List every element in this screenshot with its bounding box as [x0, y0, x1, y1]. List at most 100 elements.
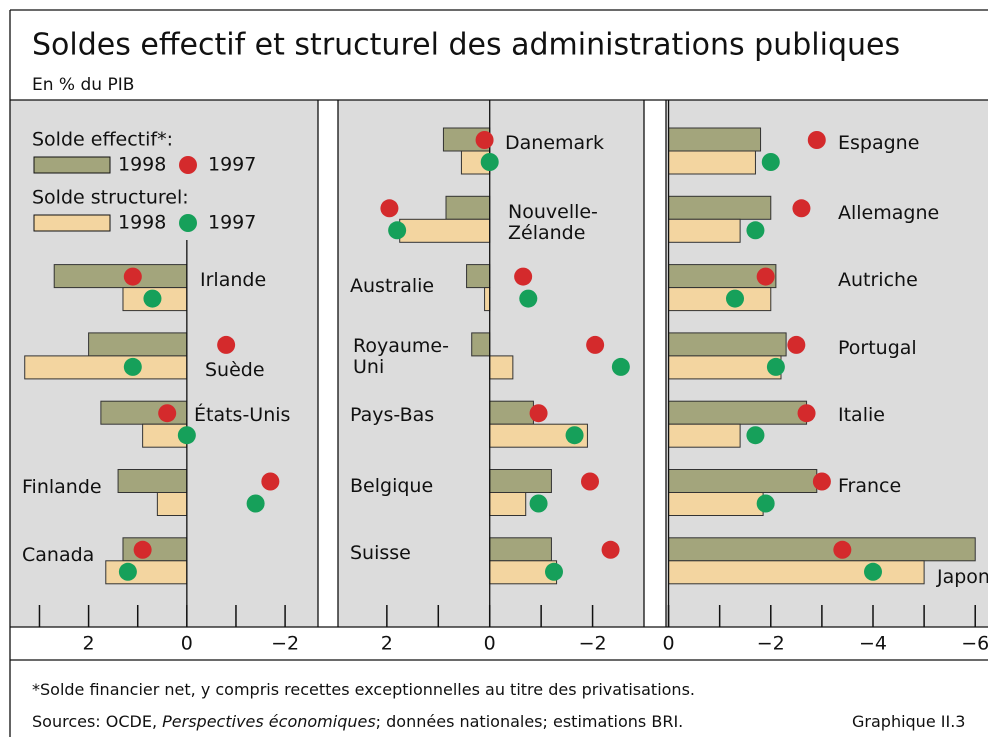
- category-label: Autriche: [838, 269, 918, 291]
- dot: [746, 221, 765, 240]
- category-label: Italie: [838, 404, 885, 426]
- category-label: Australie: [350, 275, 435, 297]
- category-label: Danemark: [505, 132, 604, 154]
- x-tick-label: 0: [484, 633, 496, 655]
- sources-text: ; données nationales; estimations BRI.: [375, 712, 684, 731]
- bar: [53, 264, 188, 289]
- bar: [489, 469, 552, 493]
- bar: [668, 195, 772, 220]
- legend-swatch: [33, 156, 111, 174]
- dot: [158, 404, 177, 423]
- legend-swatch: [179, 156, 197, 174]
- bar: [156, 492, 188, 516]
- sources-text: Sources: OCDE,: [32, 712, 163, 731]
- figure-label: Graphique II.3: [852, 712, 966, 731]
- category-label: Irlande: [200, 269, 267, 291]
- x-tick-label: 2: [83, 633, 95, 655]
- x-tick-label: −2: [271, 633, 299, 655]
- bar: [466, 264, 491, 289]
- bar: [668, 423, 741, 448]
- bar: [122, 537, 188, 562]
- category-label: France: [838, 475, 902, 497]
- legend-title: Solde effectif*:: [32, 129, 173, 151]
- bar: [668, 400, 808, 425]
- bar: [668, 218, 741, 243]
- bar: [489, 355, 514, 380]
- dot: [756, 494, 775, 513]
- bar: [668, 127, 762, 152]
- category-label: Belgique: [350, 475, 434, 497]
- dot: [565, 426, 584, 445]
- dot: [529, 404, 548, 423]
- dot: [217, 335, 236, 354]
- category-label: Nouvelle-Zélande: [508, 201, 598, 244]
- dot: [756, 267, 775, 286]
- dot: [797, 404, 816, 423]
- dot: [388, 221, 407, 240]
- bar: [399, 218, 491, 243]
- category-label: États-Unis: [194, 404, 291, 426]
- category-label: Suède: [205, 359, 265, 381]
- dot: [833, 540, 852, 559]
- sources-title: Perspectives économiques: [162, 712, 376, 731]
- bar: [484, 287, 491, 312]
- category-label: Canada: [22, 544, 95, 566]
- dot: [792, 199, 811, 218]
- dot: [807, 131, 826, 149]
- bar: [668, 560, 925, 585]
- dot: [480, 153, 499, 171]
- bar: [489, 492, 527, 516]
- category-label: Pays-Bas: [350, 404, 435, 426]
- legend-swatch: [33, 214, 111, 232]
- dot: [123, 267, 142, 286]
- dot: [766, 357, 785, 376]
- bar: [668, 469, 818, 493]
- bar: [489, 537, 552, 562]
- dot: [864, 562, 882, 581]
- x-tick-label: −2: [757, 633, 785, 655]
- category-label: Japon: [937, 566, 988, 588]
- dot: [761, 153, 780, 171]
- dot: [586, 335, 605, 354]
- x-tick-label: −4: [859, 633, 887, 655]
- bar: [668, 355, 782, 380]
- dot: [812, 472, 831, 491]
- dot: [514, 267, 533, 286]
- category-label: Royaume-Uni: [353, 335, 449, 378]
- dot: [611, 357, 630, 376]
- dot: [581, 472, 599, 491]
- bar: [668, 287, 772, 312]
- bar: [489, 400, 534, 425]
- legend-label: 1998: [118, 154, 166, 176]
- category-label: Allemagne: [838, 202, 940, 224]
- dot: [529, 494, 548, 513]
- bar: [668, 492, 764, 516]
- dot: [787, 335, 806, 354]
- dot: [143, 289, 162, 308]
- legend-title: Solde structurel:: [32, 187, 189, 209]
- legend-label: 1997: [208, 212, 256, 234]
- dot: [133, 540, 152, 559]
- x-tick-label: −6: [961, 633, 988, 655]
- chart-subtitle: En % du PIB: [32, 75, 134, 95]
- category-label: Finlande: [22, 476, 102, 498]
- legend-label: 1997: [208, 154, 256, 176]
- dot: [123, 357, 142, 376]
- dot: [475, 131, 494, 149]
- bar: [24, 355, 188, 380]
- dot: [545, 562, 563, 581]
- legend-swatch: [179, 214, 197, 232]
- bar: [88, 332, 188, 357]
- dot: [746, 426, 765, 445]
- dot: [177, 426, 196, 445]
- chart-title: Soldes effectif et structurel des admini…: [32, 28, 900, 63]
- dot: [519, 289, 538, 308]
- legend-label: 1998: [118, 212, 166, 234]
- bar: [117, 469, 188, 493]
- bar: [471, 332, 491, 357]
- bar: [668, 332, 787, 357]
- bar: [668, 150, 756, 175]
- bar: [105, 560, 188, 585]
